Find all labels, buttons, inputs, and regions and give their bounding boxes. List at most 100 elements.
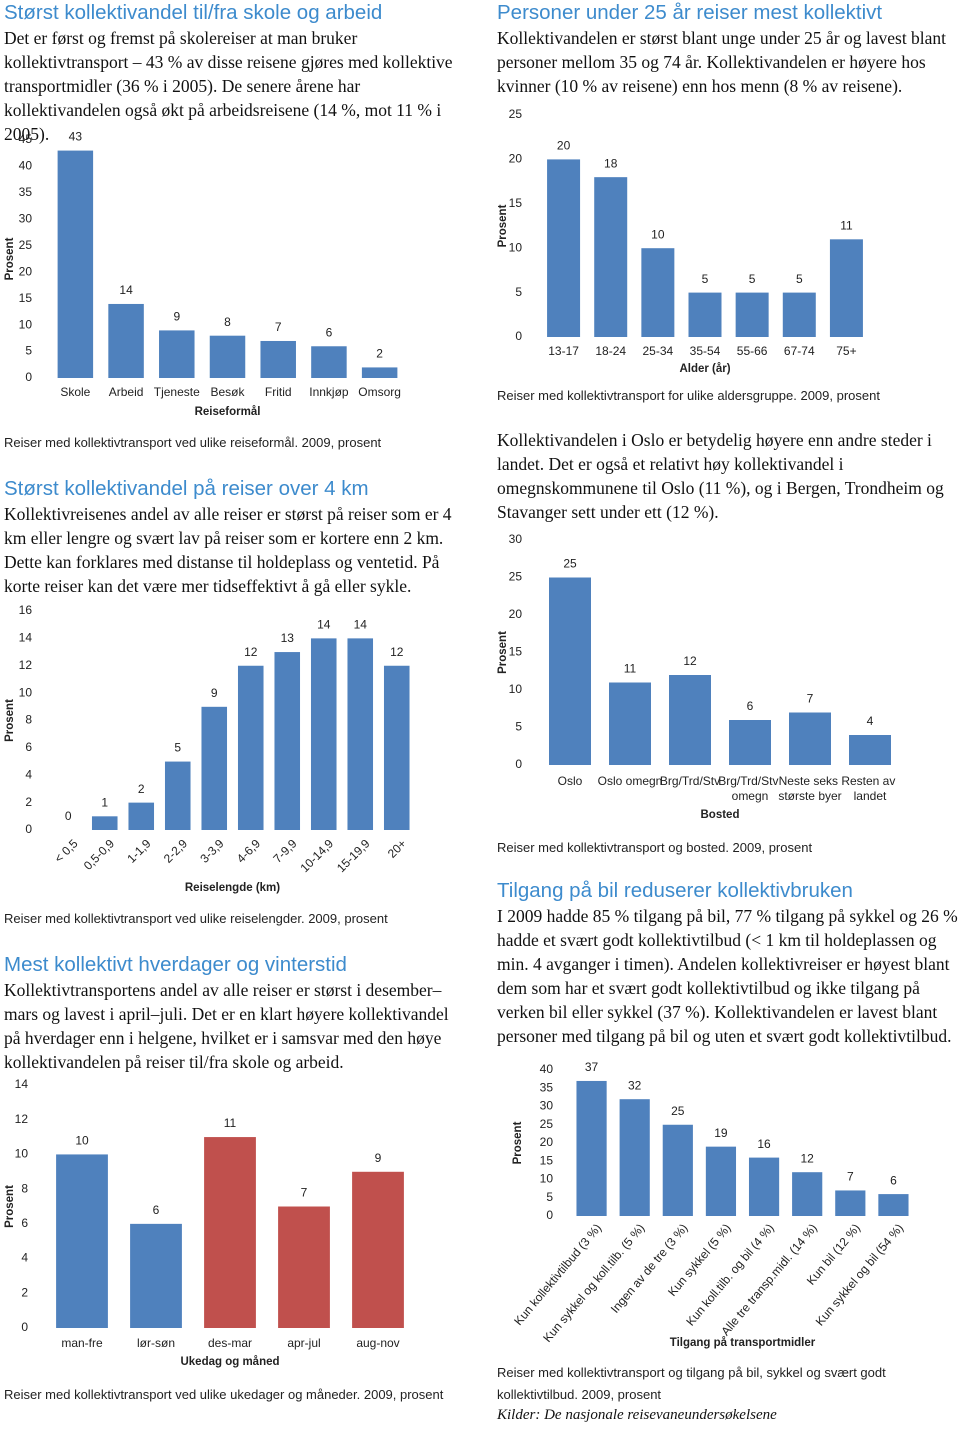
x-tick-label: 2-2,9	[161, 836, 190, 865]
bar	[729, 720, 771, 765]
bar	[609, 682, 651, 765]
bar	[57, 150, 94, 378]
y-tick-label: 12	[19, 658, 33, 672]
x-tick-label: Brg/Trd/Stv	[660, 774, 720, 788]
bar	[829, 239, 863, 337]
data-label: 5	[796, 272, 803, 286]
bar	[705, 1146, 737, 1216]
y-axis-title: Prosent	[4, 699, 16, 742]
bar	[549, 577, 591, 765]
x-tick-label: 13-17	[548, 344, 579, 358]
bar	[748, 1157, 780, 1216]
y-tick-label: 14	[19, 631, 33, 645]
bar	[278, 1206, 330, 1328]
x-axis-title: Ukedag og måned	[180, 1356, 279, 1368]
heading: Tilgang på bil reduserer kollektivbruken	[497, 879, 853, 902]
data-label: 9	[211, 686, 218, 700]
data-label: 9	[375, 1151, 382, 1165]
y-tick-label: 0	[515, 329, 522, 343]
x-tick-label: 10-14,9	[297, 836, 336, 875]
section: Mest kollektivt hverdager og vinterstid K…	[4, 952, 466, 1074]
source: Kilder: De nasjonale reisevaneundersøkel…	[497, 1407, 777, 1423]
y-tick-label: 25	[509, 570, 523, 584]
x-axis-title: Bosted	[701, 809, 740, 821]
x-tick-label: Kun kollektivtilbud (3 %)	[511, 1221, 604, 1328]
data-label: 19	[714, 1126, 728, 1140]
y-tick-label: 10	[509, 682, 523, 696]
bar	[347, 638, 374, 830]
y-tick-label: 40	[19, 159, 33, 173]
heading: Størst kollektivandel til/fra skole og a…	[4, 1, 383, 24]
heading: Størst kollektivandel på reiser over 4 k…	[4, 477, 369, 500]
data-label: 2	[376, 347, 383, 361]
y-tick-label: 0	[546, 1208, 553, 1222]
chart-caption: Reiser med kollektivtransport for ulike …	[497, 388, 880, 403]
data-label: 2	[138, 782, 145, 796]
data-label: 14	[119, 283, 133, 297]
y-tick-label: 35	[540, 1080, 554, 1094]
paragraph: Kollektivtransportens andel av alle reis…	[4, 980, 449, 1072]
bar	[688, 292, 722, 337]
data-label: 10	[75, 1134, 89, 1148]
x-tick-label: 7-9,9	[270, 836, 299, 865]
y-tick-label: 20	[19, 264, 33, 278]
y-tick-label: 6	[21, 1216, 28, 1230]
data-label: 0	[65, 809, 72, 823]
data-label: 12	[390, 645, 404, 659]
y-tick-label: 5	[515, 285, 522, 299]
section: Størst kollektivandel på reiser over 4 k…	[4, 476, 466, 598]
bar	[311, 346, 347, 378]
y-axis-title: Prosent	[4, 237, 16, 280]
y-tick-label: 10	[19, 685, 33, 699]
y-tick-label: 15	[509, 645, 523, 659]
y-tick-label: 0	[25, 370, 32, 384]
x-tick-label: lør-søn	[137, 1336, 175, 1350]
bar	[662, 1124, 693, 1216]
bar	[274, 652, 301, 830]
y-tick-label: 15	[540, 1153, 554, 1167]
bar	[576, 1080, 607, 1216]
bar	[782, 292, 816, 337]
data-label: 11	[840, 218, 853, 232]
bar	[201, 706, 228, 830]
x-tick-label: 20+	[385, 836, 409, 860]
y-axis-title: Prosent	[497, 204, 509, 247]
y-tick-label: 0	[515, 757, 522, 771]
y-tick-label: 6	[25, 740, 32, 754]
paragraph: Det er først og fremst på skolereiser at…	[4, 28, 453, 144]
y-tick-label: 25	[540, 1117, 554, 1131]
y-tick-label: 4	[25, 767, 32, 781]
x-tick-label: Brg/Trd/Stv omegn	[718, 774, 782, 803]
paragraph: Kollektivreisenes andel av alle reiser e…	[4, 504, 452, 596]
x-tick-label: Kun sykkel og bil (54 %)	[813, 1221, 906, 1329]
data-label: 14	[354, 618, 368, 632]
x-tick-label: des-mar	[208, 1336, 252, 1350]
bar	[619, 1099, 650, 1216]
section: Tilgang på bil reduserer kollektivbruken…	[497, 878, 959, 1048]
data-label: 1	[101, 795, 108, 809]
data-label: 25	[563, 557, 577, 571]
y-tick-label: 5	[515, 720, 522, 734]
bar	[159, 330, 195, 378]
y-tick-label: 20	[540, 1135, 554, 1149]
bar	[849, 735, 891, 765]
section: Størst kollektivandel til/fra skole og a…	[4, 0, 466, 146]
chart-caption: Reiser med kollektivtransport ved ulike …	[4, 1387, 444, 1402]
x-tick-label: 4-6,9	[234, 836, 263, 865]
x-tick-label: 1-1,9	[124, 836, 153, 865]
bar	[792, 1172, 823, 1216]
x-axis-title: Reiselengde (km)	[185, 882, 280, 894]
bar	[835, 1190, 866, 1216]
data-label: 43	[69, 130, 83, 144]
data-label: 11	[224, 1116, 237, 1130]
y-tick-label: 35	[19, 185, 33, 199]
y-tick-label: 25	[509, 107, 523, 121]
y-tick-label: 30	[540, 1099, 554, 1113]
data-label: 4	[867, 714, 874, 728]
bar	[361, 367, 398, 378]
data-label: 8	[224, 315, 231, 329]
x-tick-label: Fritid	[265, 385, 292, 399]
data-label: 5	[702, 272, 709, 286]
x-tick-label: apr-jul	[287, 1336, 320, 1350]
